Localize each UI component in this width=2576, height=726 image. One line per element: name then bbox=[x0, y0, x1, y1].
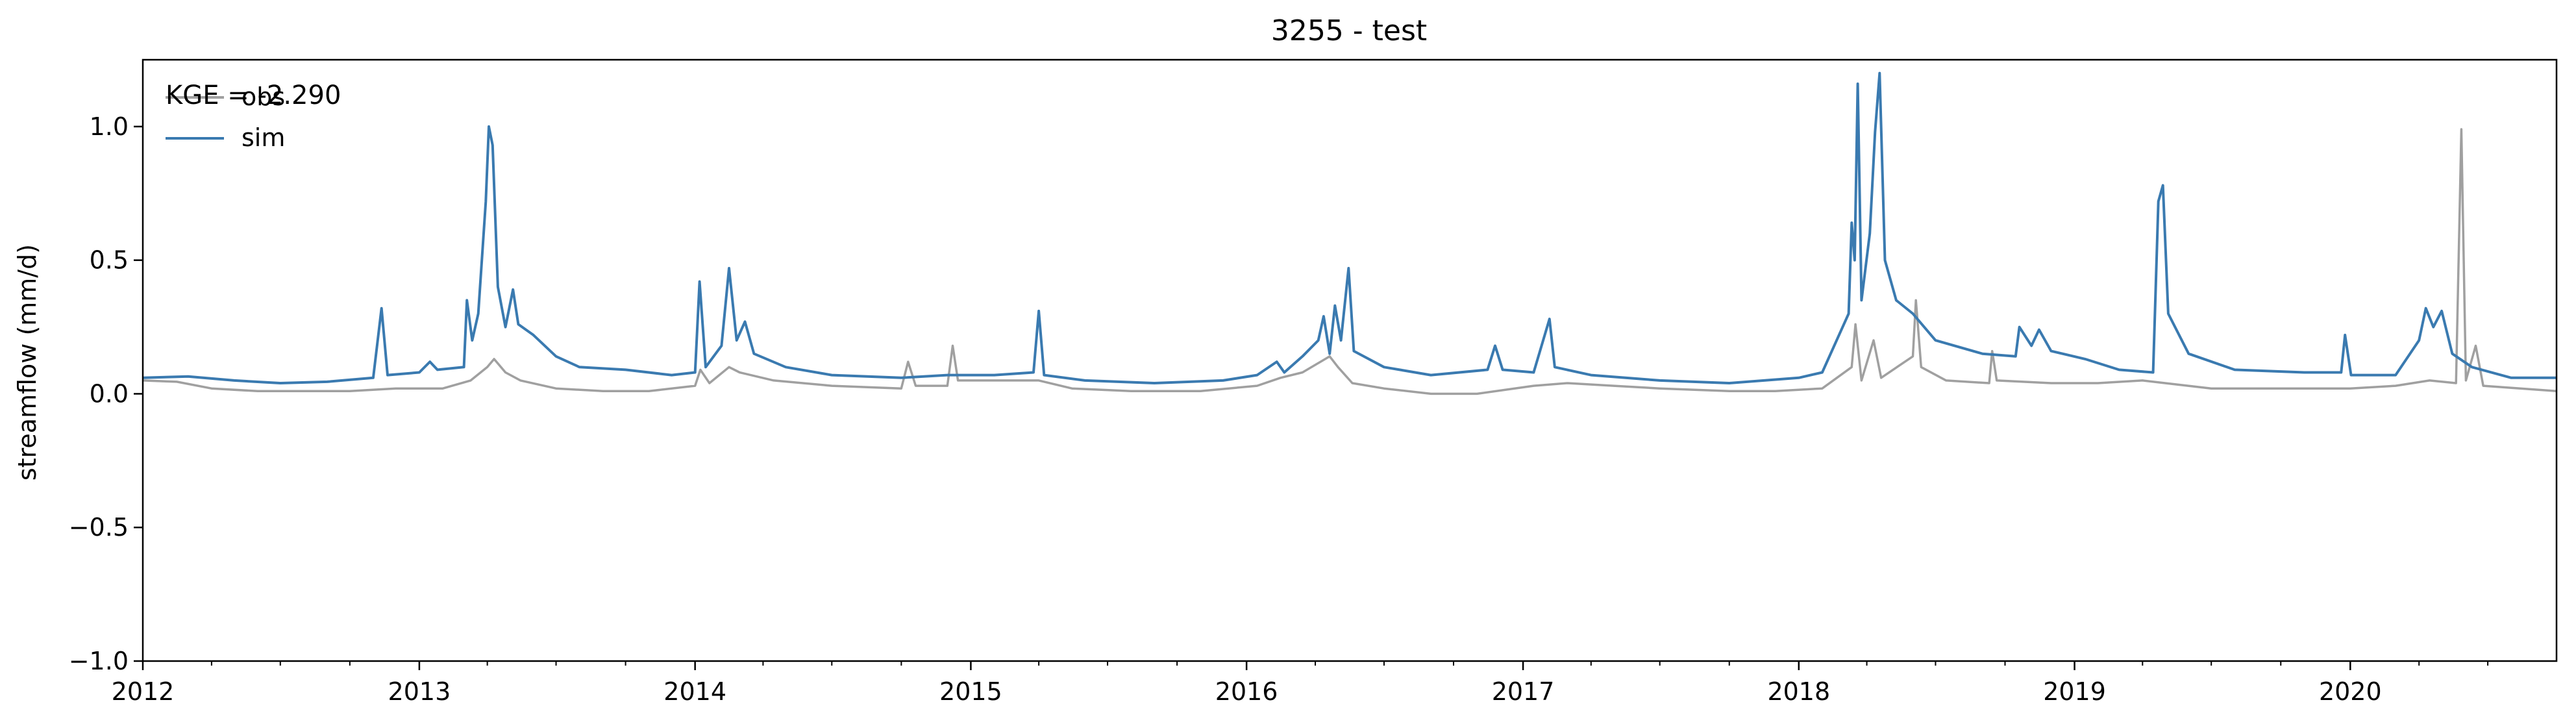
series-layer bbox=[142, 71, 2557, 395]
legend-label-obs: obs bbox=[242, 82, 285, 111]
y-axis: −1.0 −0.5 0.0 0.5 1.0 bbox=[69, 112, 143, 675]
x-tick-label: 2014 bbox=[663, 677, 726, 706]
x-axis: 2012 2013 2014 2015 2016 2017 2018 2019 2020 bbox=[112, 661, 2489, 706]
legend: obs sim bbox=[166, 82, 285, 152]
legend-label-sim: sim bbox=[242, 123, 285, 152]
y-axis-label: streamflow (mm/d) bbox=[13, 244, 42, 481]
x-tick-label: 2016 bbox=[1215, 677, 1278, 706]
x-tick-label: 2012 bbox=[112, 677, 175, 706]
kge-annotation: KGE = -2.290 bbox=[166, 81, 341, 110]
x-tick-label: 2017 bbox=[1492, 677, 1555, 706]
x-tick-label: 2019 bbox=[2043, 677, 2106, 706]
series-line-obs bbox=[142, 128, 2557, 395]
series-line-sim bbox=[142, 71, 2557, 384]
y-tick-label: 0.0 bbox=[90, 379, 129, 408]
x-tick-label: 2013 bbox=[388, 677, 451, 706]
x-tick-label: 2020 bbox=[2319, 677, 2382, 706]
chart-title: 3255 - test bbox=[1271, 14, 1427, 47]
y-tick-label: 0.5 bbox=[90, 246, 129, 275]
x-tick-label: 2018 bbox=[1767, 677, 1830, 706]
plot-frame bbox=[142, 58, 2558, 662]
x-tick-label: 2015 bbox=[939, 677, 1002, 706]
y-tick-label: −0.5 bbox=[69, 513, 129, 542]
y-tick-label: 1.0 bbox=[90, 112, 129, 141]
y-tick-label: −1.0 bbox=[69, 647, 129, 675]
